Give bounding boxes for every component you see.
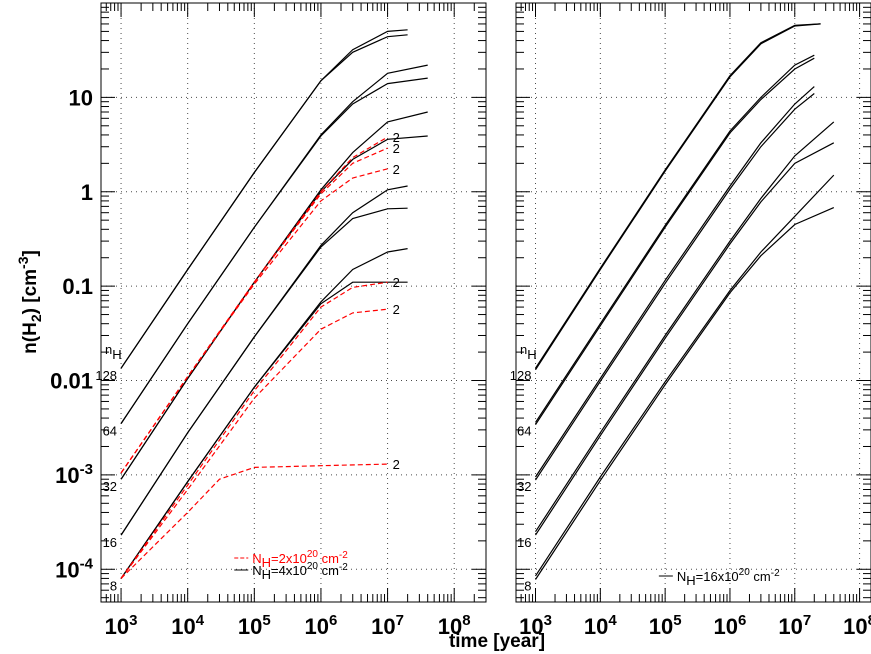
left-panel: 103 104 105 106 107 10810-410-30.010.11102222… <box>50 2 487 639</box>
nH-label: 64 <box>517 424 531 439</box>
series-end-label: 2 <box>393 130 400 145</box>
series-line-nH-64 <box>534 57 815 426</box>
y-tick-label: 0.1 <box>62 274 93 299</box>
nH-label: 128 <box>95 368 117 383</box>
series-line-nH-8 <box>534 207 835 580</box>
dashed-series-line-nH-32 <box>120 136 388 474</box>
series-line-nH-16 <box>120 207 408 536</box>
nH-label: 16 <box>103 535 117 550</box>
series-line-nH-128 <box>120 34 408 369</box>
dashed-series-line-nH-8 <box>120 281 388 579</box>
nH-header: nH <box>105 342 122 362</box>
right-plot-frame <box>515 2 871 603</box>
series-line-nH-32 <box>534 93 815 481</box>
series-end-label: 2 <box>393 141 400 156</box>
series-line-nH-64 <box>534 54 815 423</box>
legend-entry: NH=16x1020 cm-2 <box>677 567 780 588</box>
y-tick-label: 10-3 <box>55 461 93 488</box>
x-tick-label: 106 <box>305 612 338 639</box>
series-line-nH-64 <box>120 77 428 424</box>
series-line-nH-32 <box>120 135 428 480</box>
series-line-nH-64 <box>120 64 428 424</box>
series-line-nH-8 <box>120 281 408 579</box>
dashed-series-line-nH-32 <box>120 147 388 474</box>
nH-label: 128 <box>510 368 532 383</box>
series-line-nH-16 <box>534 142 835 536</box>
x-tick-label: 104 <box>171 612 204 639</box>
x-tick-label: 107 <box>371 612 404 639</box>
x-tick-label: 108 <box>843 612 871 639</box>
right-panel: 103 104 105 106 107 108 nH 128 64 32 16 8 NH=16x1020… <box>510 2 871 639</box>
series-end-label: 2 <box>393 302 400 317</box>
left-plot-frame <box>100 2 487 603</box>
series-end-label: 2 <box>393 457 400 472</box>
series-end-label: 2 <box>393 162 400 177</box>
series-line-nH-128 <box>120 29 408 369</box>
y-axis-title: n(H2) [cm-3] <box>15 250 44 354</box>
figure-labels: time [year] n(H2) [cm-3] <box>15 250 545 652</box>
series-line-nH-128 <box>534 23 821 371</box>
x-tick-label: 108 <box>438 612 471 639</box>
series-end-label: 2 <box>393 275 400 290</box>
y-tick-label: 10-4 <box>55 555 93 582</box>
x-tick-label: 103 <box>519 612 552 639</box>
nH-header: nH <box>520 342 537 362</box>
dashed-series-line-nH-8 <box>120 308 388 579</box>
y-tick-label: 10 <box>69 85 93 110</box>
x-tick-label: 105 <box>238 612 271 639</box>
legend-entry: NH=4x1020 cm-2 <box>252 561 348 582</box>
series-line-nH-32 <box>534 86 815 478</box>
x-tick-label: 107 <box>778 612 811 639</box>
nH-label: 32 <box>103 479 117 494</box>
nH-label: 8 <box>110 578 117 593</box>
dashed-series-line-nH-32 <box>120 168 388 474</box>
series-line-nH-32 <box>120 111 428 480</box>
nH-label: 8 <box>524 578 531 593</box>
series-line-nH-128 <box>534 23 821 369</box>
y-tick-label: 1 <box>81 180 93 205</box>
x-tick-label: 105 <box>649 612 682 639</box>
x-tick-label: 103 <box>105 612 138 639</box>
series-line-nH-8 <box>534 174 835 577</box>
x-tick-label: 104 <box>584 612 617 639</box>
series-line-nH-16 <box>120 185 408 536</box>
nH-label: 64 <box>103 424 117 439</box>
nH-label: 16 <box>517 535 531 550</box>
nH-label: 32 <box>517 479 531 494</box>
legend-entry: NH=2x1020 cm-2 <box>252 549 348 570</box>
x-axis-title: time [year] <box>449 631 545 652</box>
x-tick-label: 106 <box>714 612 747 639</box>
y-tick-label: 0.01 <box>50 369 93 394</box>
series-line-nH-16 <box>534 121 835 533</box>
